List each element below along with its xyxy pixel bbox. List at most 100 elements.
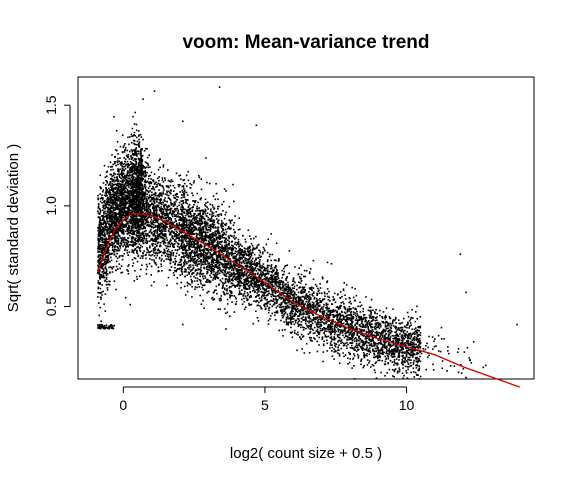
data-point: [198, 176, 201, 179]
data-point: [384, 360, 387, 363]
data-point: [312, 332, 315, 335]
data-point: [394, 347, 396, 350]
data-point: [434, 338, 436, 340]
data-point: [178, 175, 180, 177]
data-point: [244, 251, 247, 253]
data-point: [220, 214, 223, 216]
data-point: [98, 226, 101, 228]
data-point: [238, 272, 240, 274]
data-point: [235, 247, 237, 250]
data-point: [111, 188, 113, 190]
data-point: [360, 339, 362, 342]
data-point: [175, 220, 177, 222]
data-point: [384, 330, 387, 333]
data-point: [188, 215, 190, 217]
data-point: [410, 336, 412, 338]
data-point: [359, 311, 362, 313]
data-point: [321, 336, 324, 338]
data-point: [105, 212, 107, 215]
data-point: [128, 264, 130, 266]
data-point: [131, 153, 134, 155]
data-point: [99, 174, 101, 177]
data-point: [183, 196, 186, 198]
data-point: [457, 371, 460, 374]
data-point: [112, 205, 114, 207]
data-point: [211, 271, 213, 273]
data-point: [262, 263, 265, 265]
data-point: [309, 268, 312, 270]
data-point: [356, 334, 359, 337]
data-point: [377, 359, 379, 362]
data-point: [267, 290, 270, 292]
data-point: [138, 152, 140, 155]
data-point: [207, 226, 210, 229]
data-point: [145, 257, 147, 260]
data-point: [144, 223, 147, 225]
data-point: [381, 348, 384, 351]
data-point: [354, 319, 357, 321]
data-point: [263, 293, 265, 295]
data-point: [215, 253, 217, 255]
data-point: [352, 348, 355, 350]
data-point: [238, 259, 241, 262]
data-point: [379, 323, 382, 326]
data-point: [215, 285, 218, 288]
data-point: [102, 247, 104, 250]
data-point: [139, 250, 142, 253]
data-point: [393, 335, 395, 337]
data-point: [107, 247, 109, 250]
data-point: [379, 340, 382, 342]
data-point: [163, 230, 166, 232]
data-point: [212, 267, 215, 270]
data-point: [363, 354, 365, 357]
data-point: [417, 329, 420, 332]
data-point: [185, 219, 188, 221]
data-point: [108, 252, 111, 254]
data-point: [125, 225, 128, 228]
data-point: [136, 140, 139, 143]
data-point: [131, 127, 134, 130]
data-point: [187, 240, 190, 243]
data-point: [133, 186, 135, 188]
data-point: [270, 295, 273, 298]
data-point: [333, 342, 336, 344]
data-point: [254, 247, 257, 250]
data-point: [337, 352, 339, 354]
data-point: [101, 275, 103, 278]
data-point: [305, 283, 307, 286]
data-point: [207, 249, 209, 252]
data-point: [129, 136, 131, 138]
data-point: [229, 267, 232, 270]
data-point: [109, 230, 111, 233]
data-point: [113, 116, 115, 118]
data-point: [189, 255, 191, 257]
data-point: [229, 274, 231, 276]
data-point: [373, 356, 376, 359]
data-point: [97, 212, 100, 214]
data-point: [343, 326, 346, 329]
data-point: [225, 243, 228, 246]
data-point: [166, 255, 169, 258]
data-point: [119, 230, 122, 232]
data-point: [122, 245, 124, 248]
data-point: [375, 350, 377, 353]
data-point: [222, 253, 225, 255]
data-point: [316, 285, 318, 288]
data-point: [118, 226, 120, 229]
data-point: [108, 228, 110, 231]
data-point: [176, 282, 178, 285]
data-point: [99, 193, 101, 195]
data-point: [401, 355, 403, 357]
data-point: [214, 226, 217, 228]
data-point: [338, 349, 340, 351]
data-point: [206, 281, 209, 283]
data-point: [301, 348, 303, 350]
data-point: [103, 228, 106, 231]
data-point: [392, 341, 395, 343]
data-point: [249, 284, 251, 286]
data-point: [97, 267, 100, 269]
data-point: [195, 218, 198, 220]
data-point: [363, 313, 366, 316]
data-point: [144, 171, 147, 173]
